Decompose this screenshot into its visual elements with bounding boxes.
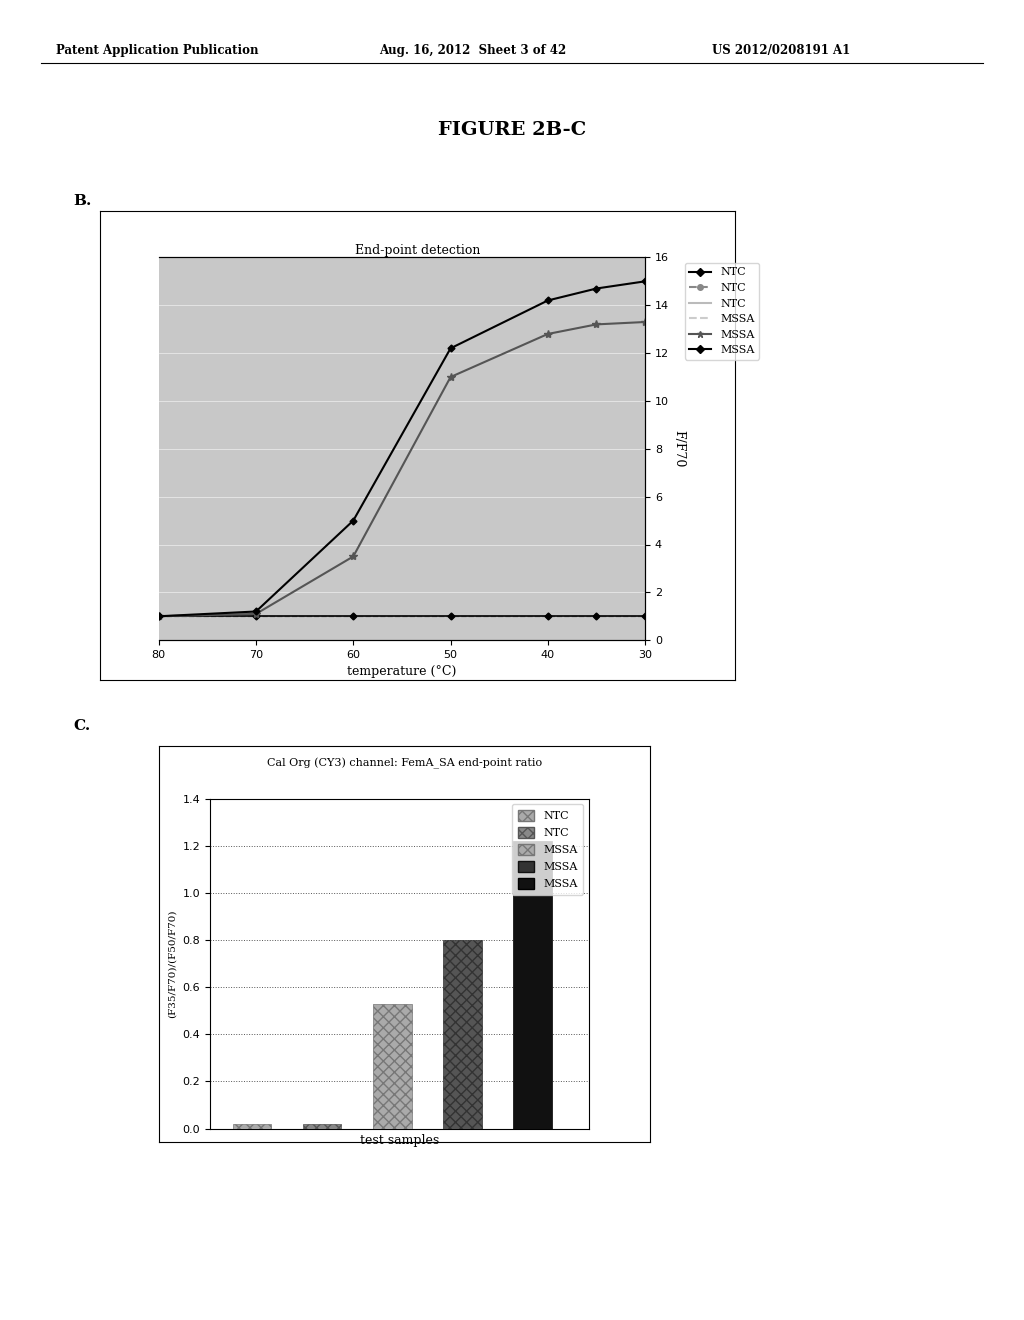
X-axis label: temperature (°C): temperature (°C) bbox=[347, 665, 457, 678]
Text: Patent Application Publication: Patent Application Publication bbox=[56, 44, 259, 57]
Text: Aug. 16, 2012  Sheet 3 of 42: Aug. 16, 2012 Sheet 3 of 42 bbox=[379, 44, 566, 57]
MSSA bbox=[444, 609, 457, 624]
MSSA bbox=[542, 293, 554, 309]
NTC bbox=[347, 609, 359, 624]
Text: C.: C. bbox=[74, 719, 91, 734]
NTC bbox=[590, 609, 602, 624]
NTC bbox=[153, 609, 165, 624]
Legend: NTC, NTC, NTC, MSSA, MSSA, MSSA: NTC, NTC, NTC, MSSA, MSSA, MSSA bbox=[685, 263, 759, 359]
NTC bbox=[542, 609, 554, 624]
NTC bbox=[250, 609, 262, 624]
MSSA bbox=[639, 609, 651, 624]
MSSA bbox=[444, 370, 457, 385]
NTC bbox=[590, 609, 602, 624]
Y-axis label: (F35/F70)/(F50/F70): (F35/F70)/(F50/F70) bbox=[168, 909, 177, 1018]
MSSA bbox=[250, 603, 262, 619]
Line: MSSA: MSSA bbox=[155, 318, 649, 620]
MSSA bbox=[153, 609, 165, 624]
Line: NTC: NTC bbox=[157, 614, 647, 619]
Text: US 2012/0208191 A1: US 2012/0208191 A1 bbox=[712, 44, 850, 57]
NTC bbox=[590, 609, 602, 624]
NTC bbox=[153, 609, 165, 624]
MSSA bbox=[250, 609, 262, 624]
Bar bbox=[303, 1123, 341, 1129]
NTC bbox=[639, 609, 651, 624]
Line: MSSA: MSSA bbox=[157, 279, 647, 619]
Y-axis label: F/F70: F/F70 bbox=[673, 430, 686, 467]
Text: B.: B. bbox=[74, 194, 92, 209]
NTC bbox=[250, 609, 262, 624]
Bar bbox=[373, 1003, 412, 1129]
MSSA bbox=[639, 273, 651, 289]
NTC bbox=[639, 609, 651, 624]
NTC bbox=[347, 609, 359, 624]
MSSA bbox=[347, 549, 359, 565]
NTC bbox=[542, 609, 554, 624]
Legend: NTC, NTC, MSSA, MSSA, MSSA: NTC, NTC, MSSA, MSSA, MSSA bbox=[512, 804, 584, 895]
NTC bbox=[444, 609, 457, 624]
MSSA bbox=[347, 512, 359, 528]
Bar bbox=[232, 1123, 271, 1129]
MSSA bbox=[590, 609, 602, 624]
MSSA bbox=[444, 341, 457, 356]
MSSA bbox=[250, 606, 262, 622]
MSSA bbox=[153, 609, 165, 624]
NTC bbox=[542, 609, 554, 624]
MSSA bbox=[347, 609, 359, 624]
MSSA bbox=[153, 609, 165, 624]
Text: 70°C: 70°C bbox=[472, 286, 506, 300]
NTC bbox=[153, 609, 165, 624]
NTC bbox=[347, 609, 359, 624]
MSSA bbox=[590, 317, 602, 333]
X-axis label: test samples: test samples bbox=[359, 1134, 439, 1147]
Bar bbox=[513, 841, 552, 1129]
MSSA bbox=[590, 281, 602, 297]
MSSA bbox=[542, 326, 554, 342]
Text: Cal Org (CY3) channel: FemA_SA end-point ratio: Cal Org (CY3) channel: FemA_SA end-point… bbox=[267, 758, 542, 770]
MSSA bbox=[542, 609, 554, 624]
NTC bbox=[639, 609, 651, 624]
Text: FIGURE 2B-C: FIGURE 2B-C bbox=[438, 121, 586, 140]
Text: End-point detection: End-point detection bbox=[355, 244, 480, 257]
Bar bbox=[443, 940, 482, 1129]
NTC bbox=[250, 609, 262, 624]
NTC bbox=[444, 609, 457, 624]
NTC bbox=[444, 609, 457, 624]
Text: flourescence data normalised to: flourescence data normalised to bbox=[313, 286, 522, 300]
MSSA bbox=[639, 314, 651, 330]
Line: NTC: NTC bbox=[157, 614, 647, 619]
